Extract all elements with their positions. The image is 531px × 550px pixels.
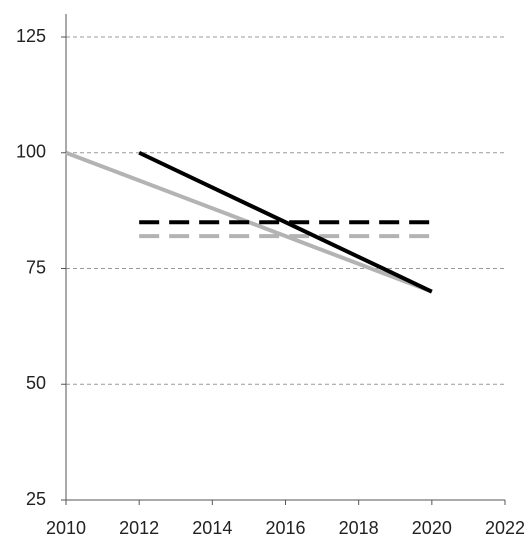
x-tick-label: 2010 bbox=[46, 518, 86, 538]
line-series bbox=[138, 150, 433, 294]
y-tick-label: 75 bbox=[26, 257, 46, 277]
x-tick-label: 2014 bbox=[192, 518, 232, 538]
y-tick-label: 100 bbox=[16, 142, 46, 162]
x-tick-label: 2012 bbox=[119, 518, 159, 538]
x-tick-label: 2022 bbox=[485, 518, 525, 538]
y-tick-label: 25 bbox=[26, 489, 46, 509]
y-tick-label: 50 bbox=[26, 373, 46, 393]
x-tick-label: 2020 bbox=[412, 518, 452, 538]
x-tick-label: 2016 bbox=[265, 518, 305, 538]
y-tick-label: 125 bbox=[16, 26, 46, 46]
x-tick-label: 2018 bbox=[339, 518, 379, 538]
